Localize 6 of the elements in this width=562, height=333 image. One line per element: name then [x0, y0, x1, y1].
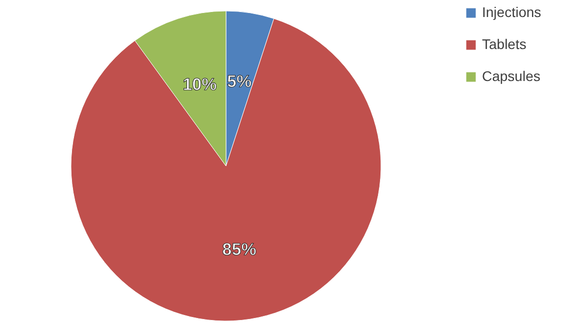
data-label: 5%: [227, 72, 252, 92]
legend-label: Capsules: [482, 68, 540, 84]
legend-label: Injections: [482, 4, 542, 20]
data-label: 10%: [182, 75, 217, 94]
legend-label: Tablets: [482, 36, 526, 52]
data-label: 85%: [222, 240, 256, 259]
